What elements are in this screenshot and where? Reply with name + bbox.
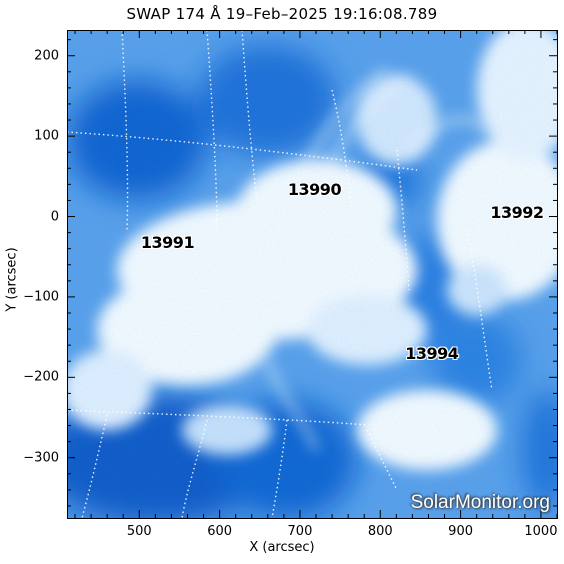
x-tick-label: 600 <box>207 524 233 539</box>
image-title: SWAP 174 Å 19–Feb–2025 19:16:08.789 <box>126 5 438 23</box>
x-tick-label: 700 <box>287 524 313 539</box>
y-tick-label: −200 <box>23 369 59 385</box>
y-tick-label: 200 <box>34 48 59 64</box>
x-tick-label: 800 <box>367 524 393 539</box>
active-region-label-13991: 13991 <box>140 232 195 252</box>
solar-image-plot <box>67 30 557 518</box>
y-tick-label: −300 <box>23 450 59 466</box>
x-tick-label: 1000 <box>524 524 558 539</box>
y-axis-label: Y (arcsec) <box>4 247 20 312</box>
active-region-label-13994: 13994 <box>405 343 459 363</box>
active-region-label-13992: 13992 <box>490 202 544 222</box>
y-tick-label: 0 <box>50 209 59 225</box>
x-axis-label: X (arcsec) <box>249 540 315 555</box>
active-region-label-13990: 13990 <box>287 179 342 199</box>
euv-image <box>67 30 557 518</box>
solarmonitor-watermark: SolarMonitor.org <box>410 492 550 513</box>
x-tick-label: 500 <box>126 524 152 539</box>
x-tick-label: 900 <box>448 524 474 539</box>
image-texture <box>67 30 557 518</box>
y-tick-label: 100 <box>34 128 59 144</box>
y-tick-label: −100 <box>23 289 59 305</box>
